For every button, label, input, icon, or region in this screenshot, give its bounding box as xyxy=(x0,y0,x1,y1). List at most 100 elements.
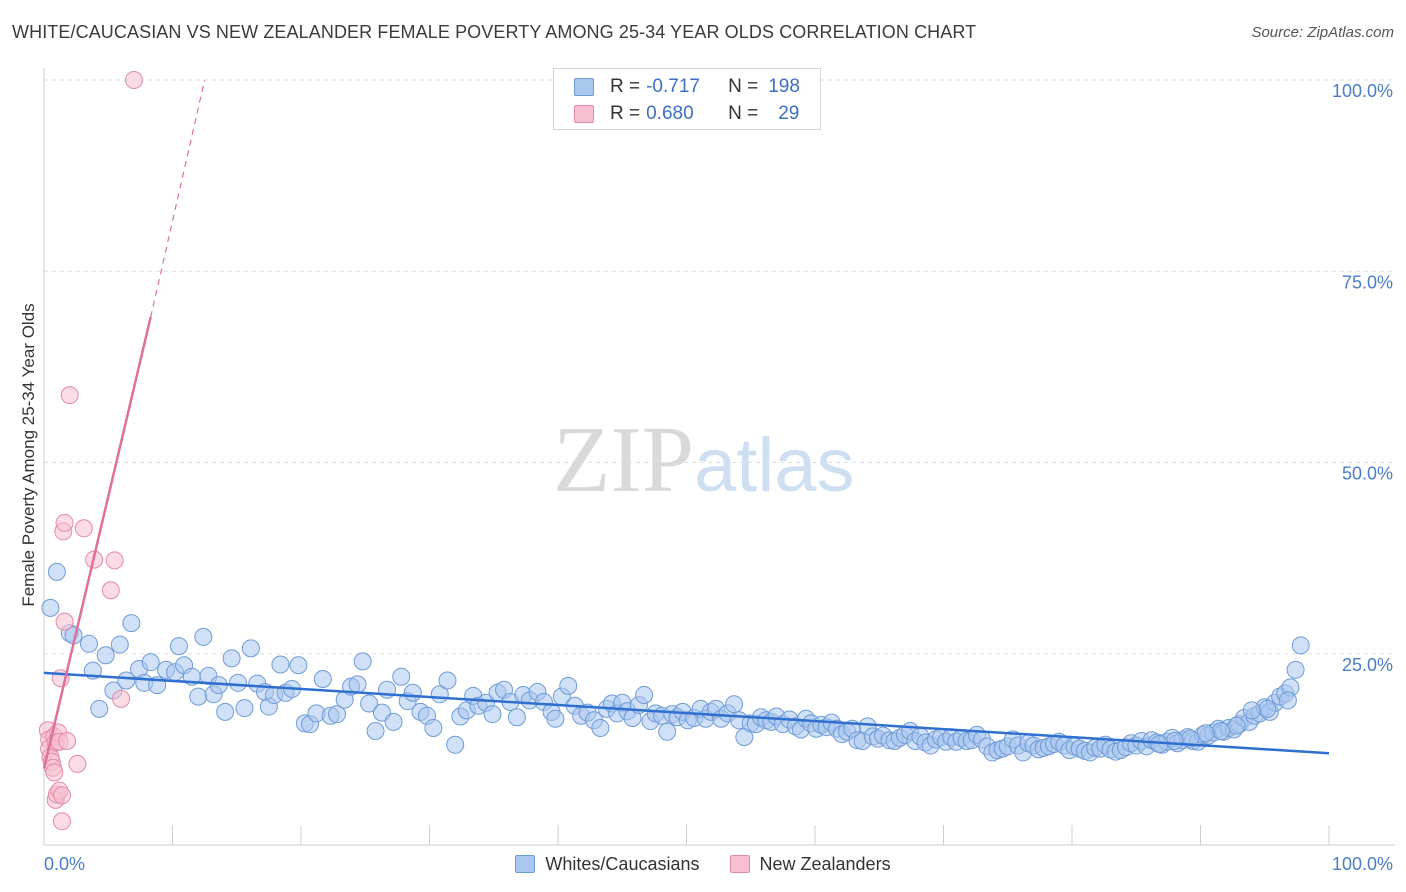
data-point-whites xyxy=(1196,724,1215,743)
data-point-whites xyxy=(216,702,235,721)
data-point-nz xyxy=(45,763,64,782)
data-point-whites xyxy=(117,671,136,690)
series-legend-nz[interactable]: New Zealanders xyxy=(729,852,891,876)
legend-r-label: R = xyxy=(610,76,641,97)
data-point-whites xyxy=(424,718,443,737)
y-axis-title: Female Poverty Among 25-34 Year Olds xyxy=(19,303,38,606)
regression-line-whites xyxy=(43,671,1330,755)
legend-swatch-whites xyxy=(574,78,594,96)
regression-line-nz-extension xyxy=(150,79,206,318)
legend-n-label: N = xyxy=(728,103,759,124)
y-tick-label: 100.0% xyxy=(1332,81,1393,101)
data-point-whites xyxy=(41,598,60,617)
data-point-nz xyxy=(74,519,93,538)
data-point-whites xyxy=(546,709,565,728)
legend-r-value: -0.717 xyxy=(646,76,700,97)
data-point-whites xyxy=(189,687,208,706)
data-point-whites xyxy=(241,639,260,658)
x-tick-label: 0.0% xyxy=(44,854,85,874)
data-point-whites xyxy=(438,671,457,690)
data-point-whites xyxy=(366,722,385,741)
data-point-whites xyxy=(353,652,372,671)
data-point-whites xyxy=(122,614,141,633)
data-point-whites xyxy=(96,646,115,665)
watermark-atlas: atlas xyxy=(694,423,855,508)
data-point-whites xyxy=(313,669,332,688)
data-point-nz xyxy=(52,786,71,805)
data-point-whites xyxy=(141,653,160,672)
stats-legend: R = -0.717 N = 198 R = 0.680 N = 29 xyxy=(553,68,821,130)
series-nz-points xyxy=(38,71,143,831)
data-point-whites xyxy=(403,683,422,702)
legend-n-label: N = xyxy=(728,76,759,97)
y-tick-label: 25.0% xyxy=(1342,655,1393,675)
data-point-nz xyxy=(55,612,74,631)
data-point-whites xyxy=(1242,701,1261,720)
data-point-whites xyxy=(327,705,346,724)
x-axis-tick-labels: 0.0% 100.0% xyxy=(44,854,1393,874)
watermark-zip: ZIP xyxy=(553,408,694,512)
legend-n-value: 198 xyxy=(768,76,800,97)
legend-r-label: R = xyxy=(610,103,641,124)
data-point-nz xyxy=(55,513,74,532)
data-point-nz xyxy=(60,386,79,405)
data-point-whites xyxy=(169,637,188,656)
y-axis-tick-labels: 25.0% 50.0% 75.0% 100.0% xyxy=(1332,81,1393,675)
data-point-whites xyxy=(110,635,129,654)
data-point-whites xyxy=(658,722,677,741)
data-point-whites xyxy=(1291,636,1310,655)
data-point-whites xyxy=(635,686,654,705)
data-point-whites xyxy=(591,718,610,737)
data-point-nz xyxy=(52,812,71,831)
y-tick-label: 75.0% xyxy=(1342,272,1393,292)
data-point-whites xyxy=(725,695,744,714)
data-point-nz xyxy=(112,689,131,708)
series-whites-points xyxy=(41,562,1310,762)
data-point-whites xyxy=(1165,731,1184,750)
data-point-whites xyxy=(384,712,403,731)
data-point-whites xyxy=(559,676,578,695)
regression-line-nz xyxy=(42,316,152,769)
legend-r-value: 0.680 xyxy=(646,103,694,124)
series-swatch-nz xyxy=(729,855,750,873)
chart-title: WHITE/CAUCASIAN VS NEW ZEALANDER FEMALE … xyxy=(12,22,977,42)
legend-row-whites: R = -0.717 N = 198 xyxy=(574,75,800,99)
grid-lines xyxy=(44,79,1395,655)
data-point-nz xyxy=(124,71,143,89)
data-point-whites xyxy=(1286,660,1305,679)
data-point-whites xyxy=(289,656,308,675)
data-point-whites xyxy=(392,667,411,686)
data-point-whites xyxy=(1227,716,1246,735)
data-point-whites xyxy=(1278,691,1297,710)
data-point-nz xyxy=(58,731,77,750)
series-legend: Whites/Caucasians New Zealanders xyxy=(0,852,1406,876)
source-credit: Source: ZipAtlas.com xyxy=(1251,24,1394,41)
axes xyxy=(43,68,1395,846)
y-tick-label: 50.0% xyxy=(1342,464,1393,484)
legend-row-nz: R = 0.680 N = 29 xyxy=(574,102,799,126)
data-point-nz xyxy=(101,581,120,600)
x-tick-label: 100.0% xyxy=(1332,854,1393,874)
legend-swatch-nz xyxy=(574,105,594,123)
data-point-nz xyxy=(105,551,124,570)
data-point-whites xyxy=(194,627,213,646)
series-label-nz: New Zealanders xyxy=(759,853,891,874)
data-point-whites xyxy=(348,675,367,694)
data-point-whites xyxy=(1212,722,1231,741)
x-axis-ticks xyxy=(43,825,1330,845)
data-point-whites xyxy=(507,708,526,727)
legend-n-value: 29 xyxy=(778,103,800,124)
data-point-whites xyxy=(446,735,465,754)
data-point-nz xyxy=(68,754,87,773)
series-label-whites: Whites/Caucasians xyxy=(545,853,700,874)
data-point-whites xyxy=(47,562,66,581)
data-point-whites xyxy=(235,699,254,718)
data-point-whites xyxy=(90,699,109,718)
data-point-whites xyxy=(360,694,379,713)
data-point-whites xyxy=(271,655,290,674)
data-point-whites xyxy=(229,673,248,692)
data-point-whites xyxy=(483,705,502,724)
series-legend-whites[interactable]: Whites/Caucasians xyxy=(515,852,700,876)
data-point-whites xyxy=(1258,699,1277,718)
